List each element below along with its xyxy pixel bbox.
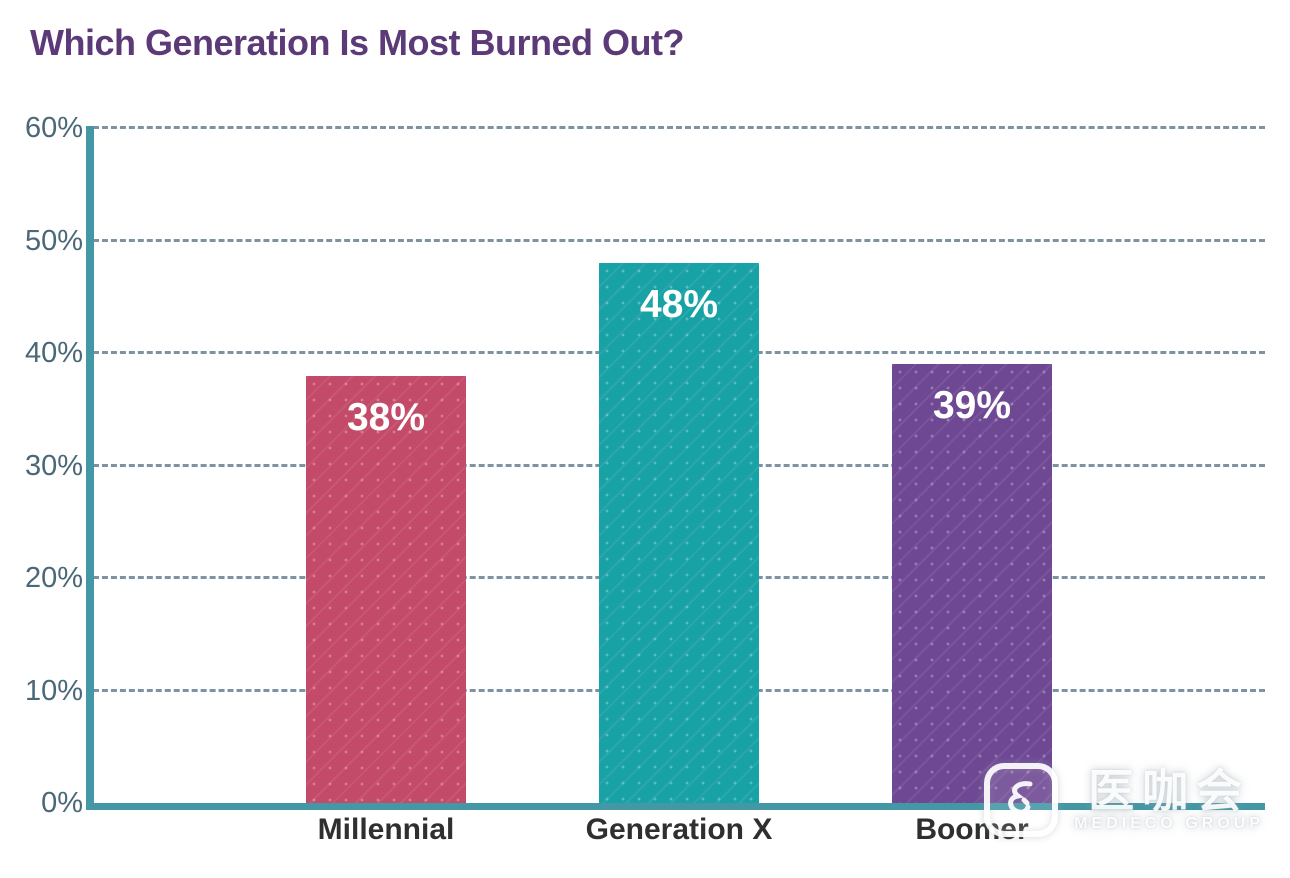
bar-boomer: 39% [892,364,1052,803]
y-axis-tick-label: 0% [41,787,83,819]
y-axis-tick-label: 10% [24,674,83,707]
watermark-cjk-name: 医咖会 [1088,764,1251,817]
bar-value-label: 38% [346,395,426,439]
x-axis-category-label: Boomer [915,813,1029,846]
watermark-subtitle: MEDIECO GROUP [1074,815,1264,833]
watermark: 医咖会 MEDIECO GROUP [984,763,1264,837]
y-axis-tick-label: 30% [24,449,83,482]
bar-generation-x: 48% [599,263,759,803]
x-axis-category-label: Generation X [585,813,773,846]
x-axis-category-label: Millennial [317,813,455,846]
x-axis-labels: Millennial Generation X Boomer [93,813,1265,853]
bar-value-label: 48% [639,283,719,326]
medieco-logo-icon [984,763,1059,837]
bar-millennial: 38% [306,375,466,803]
bar-value-label: 39% [932,384,1012,428]
y-axis-labels: 0% 10% 20% 30% 40% 50% 60% [0,112,83,819]
y-axis-tick-label: 20% [24,562,83,595]
y-axis-tick-label: 60% [24,112,83,144]
gridline-50 [93,238,1265,242]
y-axis-line [86,126,94,810]
y-axis-tick-label: 50% [24,224,83,257]
plot-area: 38% 48% 39% [93,126,1265,803]
watermark-text: 医咖会 MEDIECO GROUP [1074,767,1264,833]
gridline-60 [93,126,1265,129]
y-axis-tick-label: 40% [24,337,83,370]
chart-title: Which Generation Is Most Burned Out? [30,22,685,63]
x-axis-line [86,803,1265,810]
